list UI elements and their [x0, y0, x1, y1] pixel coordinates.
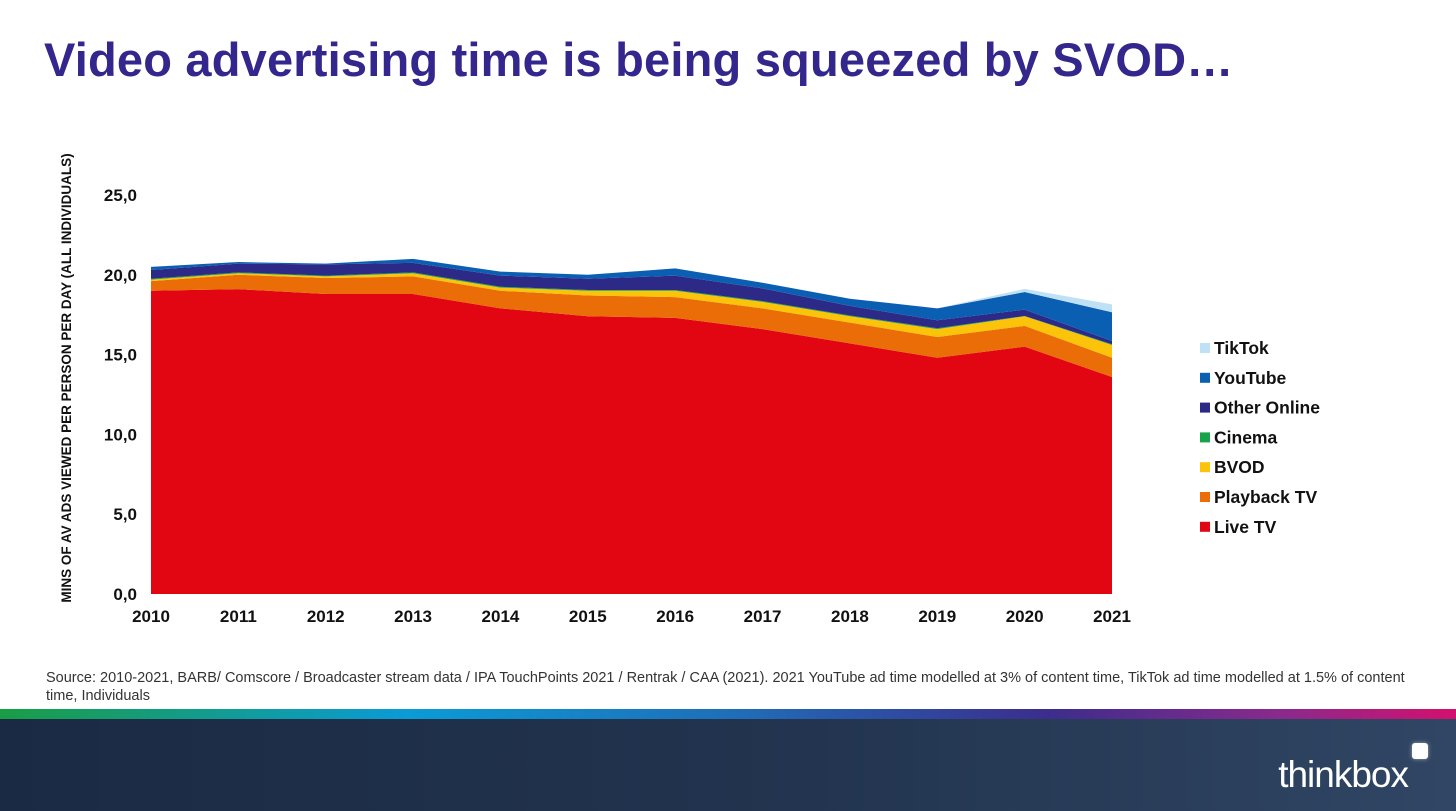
legend-label: Live TV	[1214, 517, 1277, 537]
area-live-tv	[151, 289, 1112, 594]
legend-item-tiktok: TikTok	[1200, 338, 1269, 358]
y-tick-label: 20,0	[104, 266, 137, 285]
area-playback-tv	[151, 274, 1112, 377]
y-axis-label: MINS OF AV ADS VIEWED PER PERSON PER DAY…	[59, 153, 74, 602]
legend-label: BVOD	[1214, 457, 1265, 477]
legend-item-cinema: Cinema	[1200, 427, 1277, 447]
source-note: Source: 2010-2021, BARB/ Comscore / Broa…	[46, 670, 1405, 704]
legend-label: Playback TV	[1214, 487, 1317, 507]
y-axis-ticks: 0,0 5,0 10,0 15,0 20,0 25,0	[104, 186, 137, 604]
legend-label: Other Online	[1214, 398, 1320, 418]
legend-item-other-online: Other Online	[1200, 398, 1320, 418]
legend-swatch	[1200, 343, 1210, 353]
x-tick-label: 2015	[569, 607, 607, 626]
x-tick-label: 2021	[1093, 607, 1131, 626]
thinkbox-logo: thinkbox	[1278, 754, 1409, 795]
y-tick-label: 5,0	[113, 505, 137, 524]
legend-item-bvod: BVOD	[1200, 457, 1265, 477]
x-tick-label: 2014	[482, 607, 520, 626]
area-youtube	[151, 258, 1112, 342]
legend-item-live-tv: Live TV	[1200, 517, 1277, 537]
y-tick-label: 0,0	[113, 585, 137, 604]
y-tick-label: 15,0	[104, 346, 137, 365]
x-tick-label: 2017	[744, 607, 782, 626]
stacked-area-chart: 0,05,010,015,020,025,0 2010 2011 2012 2013 2…	[59, 153, 1320, 626]
x-tick-label: 2011	[220, 607, 257, 626]
logo-square-icon	[1412, 743, 1428, 759]
legend-label: Cinema	[1214, 427, 1277, 447]
x-tick-label: 2016	[656, 607, 694, 626]
x-tick-label: 2010	[132, 607, 170, 626]
y-tick-label: 25,0	[104, 186, 137, 205]
legend-swatch	[1200, 492, 1210, 502]
legend-label: YouTube	[1214, 368, 1287, 388]
legend-label: TikTok	[1214, 338, 1269, 358]
footer-bar: thinkbox	[0, 719, 1456, 811]
legend-swatch	[1200, 432, 1210, 443]
y-tick-label: 10,0	[104, 425, 137, 444]
slide-title: Video advertising time is being squeezed…	[44, 33, 1234, 86]
x-tick-label: 2020	[1006, 607, 1044, 626]
x-tick-label: 2013	[394, 607, 432, 626]
legend-item-youtube: YouTube	[1200, 368, 1287, 388]
x-axis-ticks: 2010 2011 2012 2013 2014 2015 2016 2017 2018 2019…	[132, 607, 1131, 626]
legend-swatch	[1200, 372, 1210, 383]
area-other-online	[151, 262, 1112, 345]
legend-swatch	[1200, 402, 1210, 413]
legend-swatch	[1200, 521, 1210, 532]
legend-swatch	[1200, 462, 1210, 473]
series-areas	[151, 258, 1112, 594]
legend-item-playback-tv: Playback TV	[1200, 487, 1317, 507]
brand-gradient-bar	[0, 709, 1456, 719]
x-tick-label: 2019	[918, 607, 956, 626]
x-tick-label: 2012	[307, 607, 345, 626]
legend: TikTok YouTube Other Online Cinema BVOD Playb…	[1200, 338, 1320, 537]
x-tick-label: 2018	[831, 607, 869, 626]
